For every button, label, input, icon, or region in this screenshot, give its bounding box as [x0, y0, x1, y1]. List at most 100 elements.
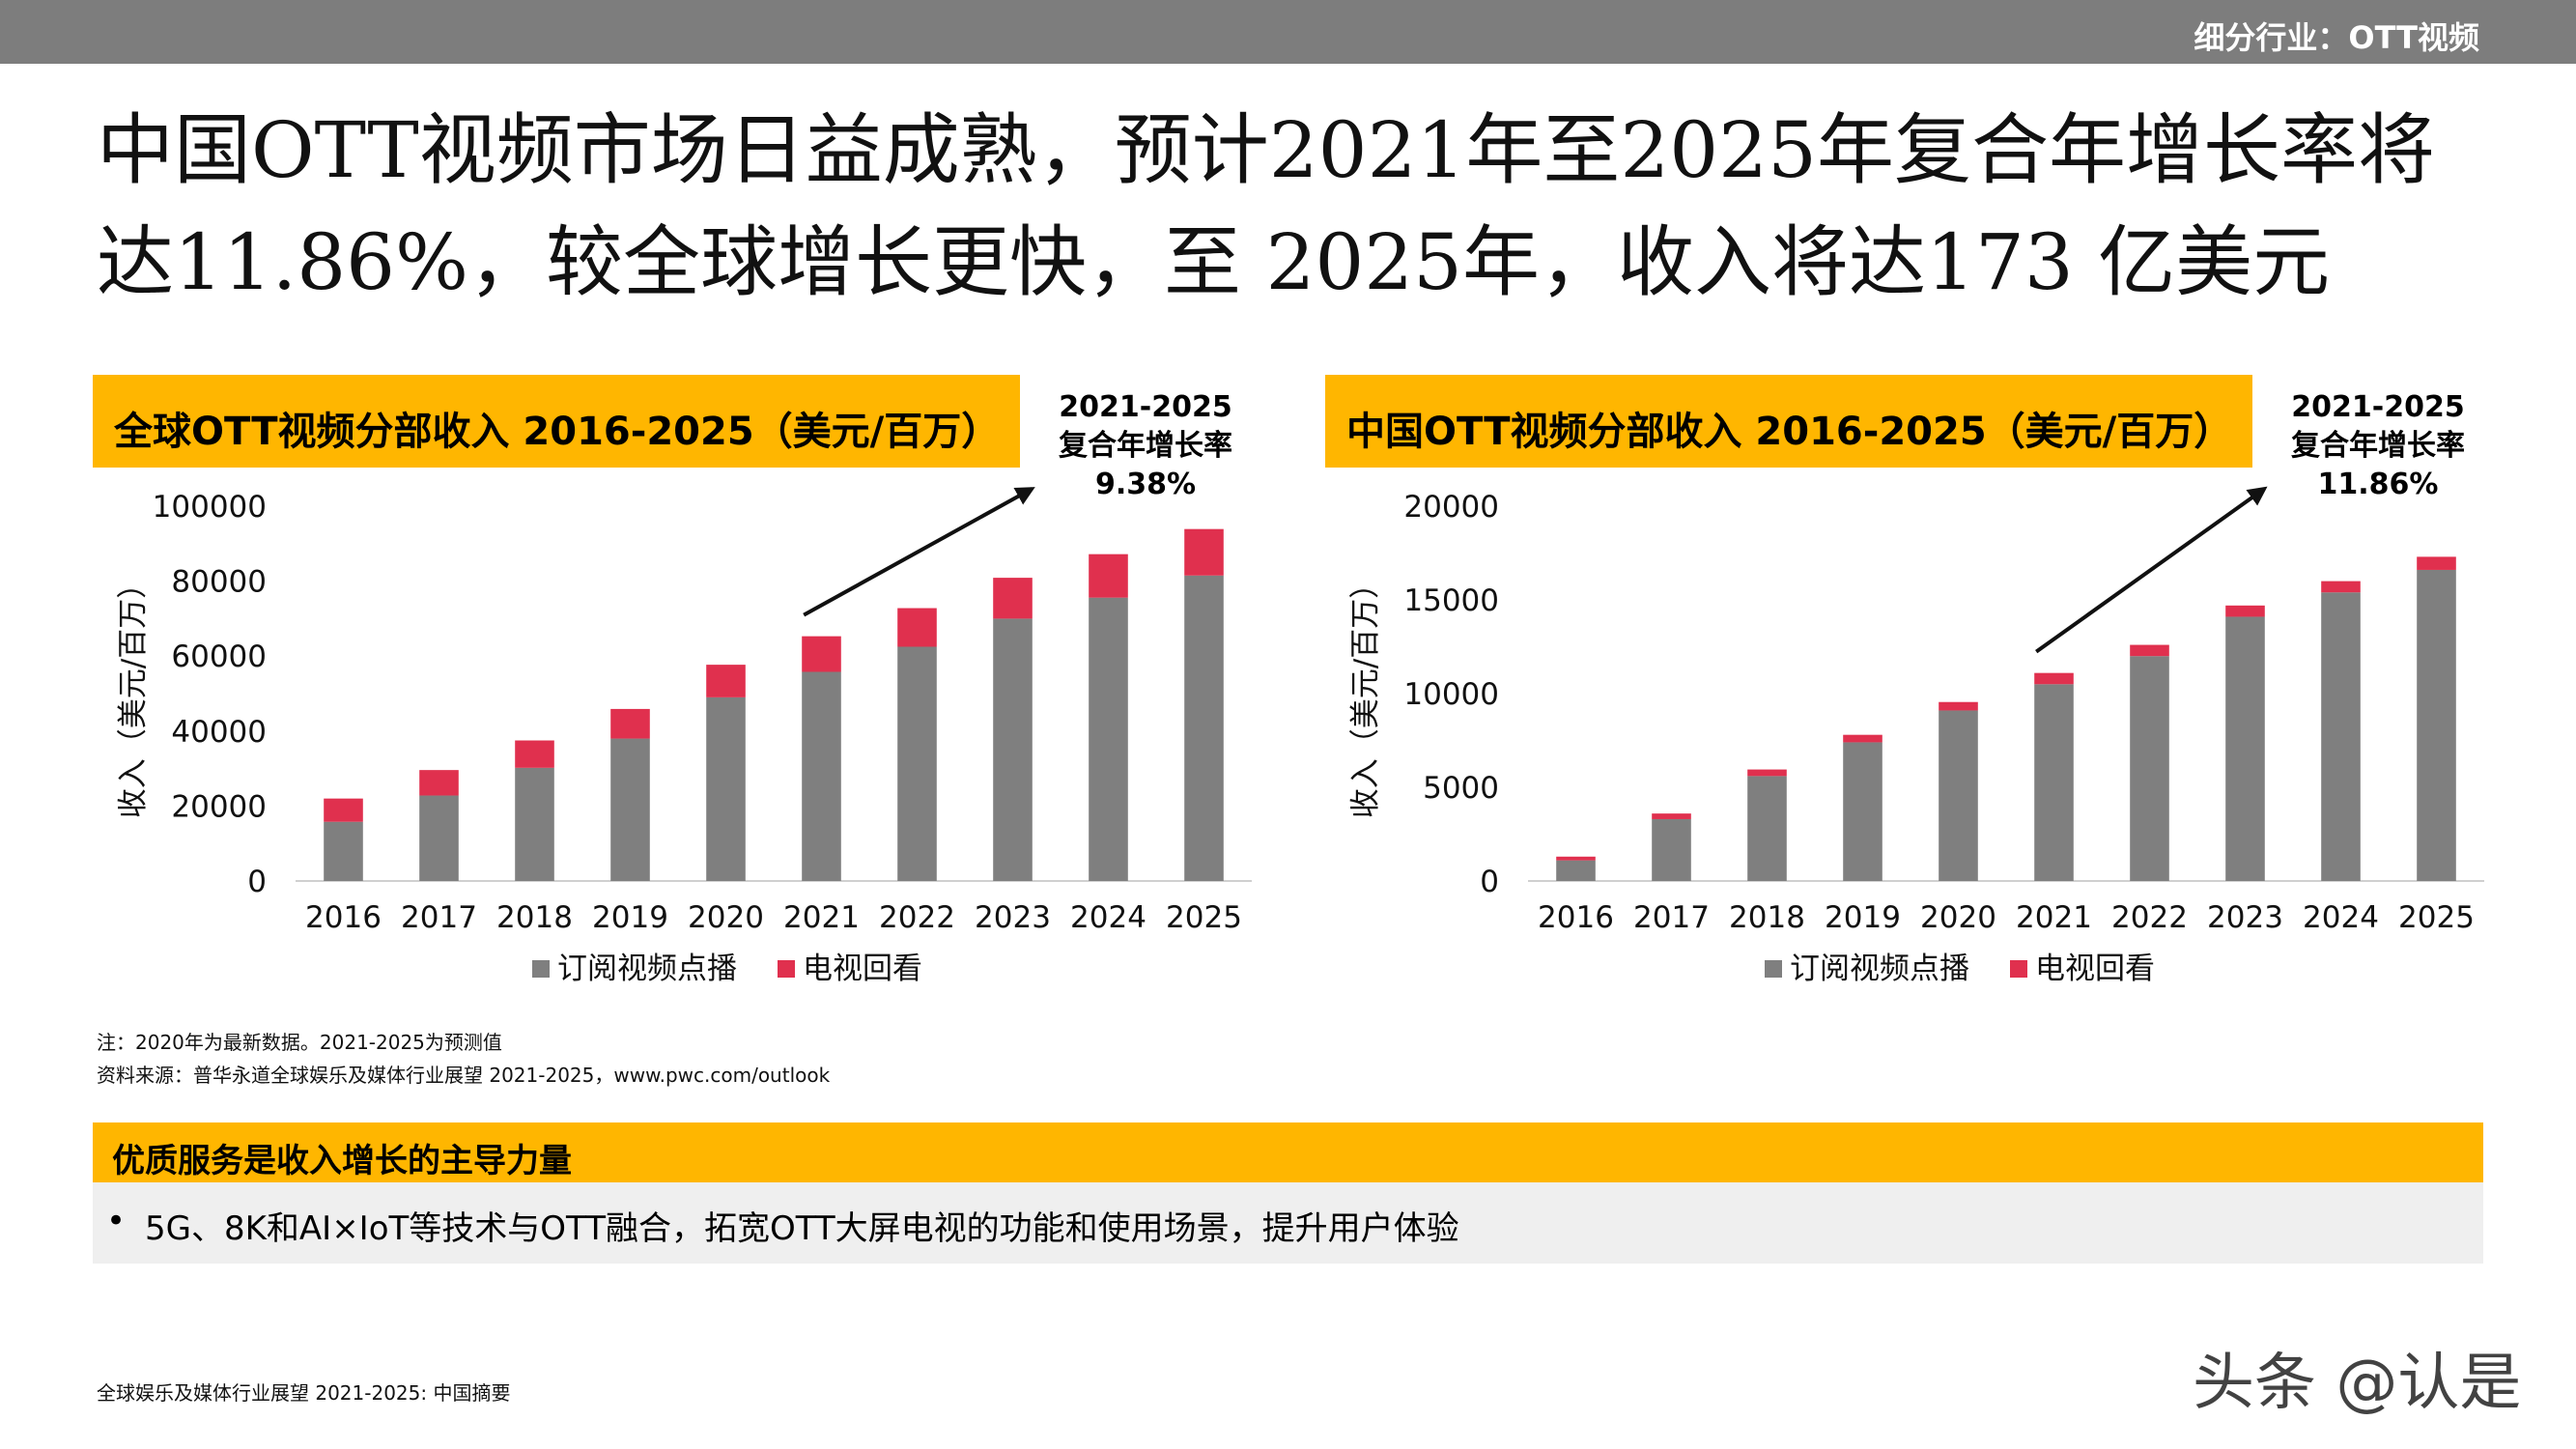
x-tick-label: 2020 — [1920, 900, 1996, 935]
x-tick-label: 2018 — [496, 900, 573, 935]
x-tick-label: 2024 — [1070, 900, 1146, 935]
bar-svod — [515, 767, 554, 881]
x-tick-label: 2017 — [1633, 900, 1710, 935]
y-tick-label: 5000 — [1423, 771, 1499, 806]
bar-svod — [1089, 597, 1128, 881]
bar-tv-replay — [2034, 672, 2074, 685]
bar-tv-replay — [1843, 734, 1882, 743]
notes: 注：2020年为最新数据。2021-2025为预测值 资料来源：普华永道全球娱乐… — [97, 1026, 830, 1092]
legend-label-svod: 订阅视频点播 — [557, 952, 737, 986]
growth-arrow — [2035, 486, 2268, 654]
bar-tv-replay — [2321, 581, 2361, 593]
y-tick-label: 15000 — [1403, 583, 1499, 618]
x-tick-label: 2025 — [1166, 900, 1242, 935]
bar-svod — [2225, 616, 2265, 881]
bar-svod — [1184, 575, 1224, 881]
bar-svod — [1652, 818, 1691, 881]
y-tick-label: 20000 — [171, 789, 267, 824]
cagr-period: 2021-2025 — [2291, 390, 2465, 424]
global-chart-block: 全球OTT视频分部收入 2016-2025（美元/百万） 2021-2025 复… — [93, 375, 1358, 993]
chart-title-bar: 全球OTT视频分部收入 2016-2025（美元/百万） — [93, 375, 1020, 468]
x-tick-label: 2019 — [1825, 900, 1901, 935]
legend-swatch-svod — [1765, 960, 1782, 978]
x-tick-label: 2020 — [688, 900, 764, 935]
chart-title-bar: 中国OTT视频分部收入 2016-2025（美元/百万） — [1325, 375, 2252, 468]
china-ott-chart: 0 5000 10000 15000 20000 收入（美元/百万） 2016 2017 201… — [1348, 486, 2484, 986]
cagr-annotation: 2021-2025 复合年增长率 11.86% — [2252, 388, 2504, 504]
bar-svod — [2130, 656, 2169, 881]
bar-tv-replay — [610, 708, 650, 739]
bar-tv-replay — [1939, 701, 1978, 711]
bar-svod — [2417, 569, 2456, 881]
bar-svod — [993, 618, 1033, 881]
watermark: 头条 @认是 — [2193, 1348, 2522, 1419]
bar-tv-replay — [1747, 769, 1787, 777]
x-tick-label: 2019 — [592, 900, 668, 935]
bar-svod — [324, 821, 363, 881]
note-forecast: 注：2020年为最新数据。2021-2025为预测值 — [97, 1031, 502, 1054]
highlight-bar: 优质服务是收入增长的主导力量 — [93, 1122, 2483, 1182]
bar-tv-replay — [324, 798, 363, 822]
bar-tv-replay — [897, 608, 937, 647]
bar-svod — [1747, 776, 1787, 881]
footer: 全球娱乐及媒体行业展望 2021-2025: 中国摘要 — [97, 1381, 511, 1405]
top-bar: 细分行业：OTT视频 — [0, 0, 2576, 64]
highlight-title: 优质服务是收入增长的主导力量 — [112, 1142, 572, 1180]
bar-tv-replay — [993, 578, 1033, 619]
bar-tv-replay — [2417, 556, 2456, 570]
x-tick-label: 2016 — [305, 900, 382, 935]
cagr-label: 复合年增长率 — [1059, 429, 1232, 463]
y-axis-label: 收入（美元/百万） — [1348, 569, 1383, 818]
bar-svod — [610, 738, 650, 881]
chart-title: 中国OTT视频分部收入 2016-2025（美元/百万） — [1346, 410, 2233, 454]
legend-label-tv-replay: 电视回看 — [803, 952, 922, 986]
bar-tv-replay — [2225, 605, 2265, 617]
global-ott-chart: 0 20000 40000 60000 80000 100000 收入（美元/百万） 2016… — [116, 487, 1252, 986]
y-tick-label: 40000 — [171, 715, 267, 750]
y-tick-label: 0 — [247, 865, 267, 899]
x-tick-label: 2021 — [2016, 900, 2092, 935]
headline-line-2: 达11.86%，较全球增长更快，至 2025年，收入将达173 亿美元 — [97, 217, 2331, 307]
cagr-annotation: 2021-2025 复合年增长率 9.38% — [1020, 388, 1271, 504]
bar-svod — [802, 671, 841, 881]
bar-tv-replay — [1556, 856, 1596, 861]
y-tick-label: 0 — [1480, 865, 1499, 899]
y-tick-label: 80000 — [171, 565, 267, 600]
chart-title: 全球OTT视频分部收入 2016-2025（美元/百万） — [114, 410, 1001, 454]
legend-label-tv-replay: 电视回看 — [2035, 952, 2155, 986]
bar-tv-replay — [802, 636, 841, 672]
x-tick-label: 2023 — [975, 900, 1051, 935]
legend-swatch-tv-replay — [2010, 960, 2027, 978]
x-tick-label: 2022 — [879, 900, 955, 935]
bar-svod — [2321, 592, 2361, 881]
note-source: 资料来源：普华永道全球娱乐及媒体行业展望 2021-2025，www.pwc.c… — [97, 1064, 831, 1087]
x-tick-label: 2017 — [401, 900, 477, 935]
cagr-label: 复合年增长率 — [2291, 429, 2465, 463]
y-axis-label: 收入（美元/百万） — [116, 569, 151, 818]
x-tick-label: 2025 — [2398, 900, 2475, 935]
y-tick-label: 10000 — [1403, 677, 1499, 712]
bar-tv-replay — [419, 770, 459, 796]
x-tick-label: 2018 — [1729, 900, 1805, 935]
china-chart-block: 中国OTT视频分部收入 2016-2025（美元/百万） 2021-2025 复… — [1325, 375, 2576, 993]
y-tick-label: 20000 — [1403, 490, 1499, 525]
cagr-period: 2021-2025 — [1059, 390, 1232, 424]
legend-swatch-tv-replay — [778, 960, 795, 978]
bullet-marker: • — [106, 1202, 127, 1240]
bar-tv-replay — [515, 740, 554, 768]
bar-tv-replay — [1184, 528, 1224, 576]
bar-svod — [706, 696, 746, 881]
x-tick-label: 2023 — [2207, 900, 2283, 935]
legend-swatch-svod — [532, 960, 550, 978]
bar-svod — [2034, 684, 2074, 881]
y-tick-label: 60000 — [171, 639, 267, 674]
cagr-value: 9.38% — [1094, 468, 1197, 501]
growth-arrow — [803, 487, 1035, 617]
bar-svod — [1556, 860, 1596, 881]
x-tick-label: 2021 — [783, 900, 860, 935]
highlight-body: • 5G、8K和AI×IoT等技术与OTT融合，拓宽OTT大屏电视的功能和使用场… — [93, 1182, 2483, 1264]
cagr-value: 11.86% — [2317, 468, 2439, 501]
bar-svod — [897, 646, 937, 881]
headline: 中国OTT视频市场日益成熟，预计2021年至2025年复合年增长率将 达11.8… — [97, 95, 2492, 319]
headline-line-1: 中国OTT视频市场日益成熟，预计2021年至2025年复合年增长率将 — [97, 105, 2435, 195]
